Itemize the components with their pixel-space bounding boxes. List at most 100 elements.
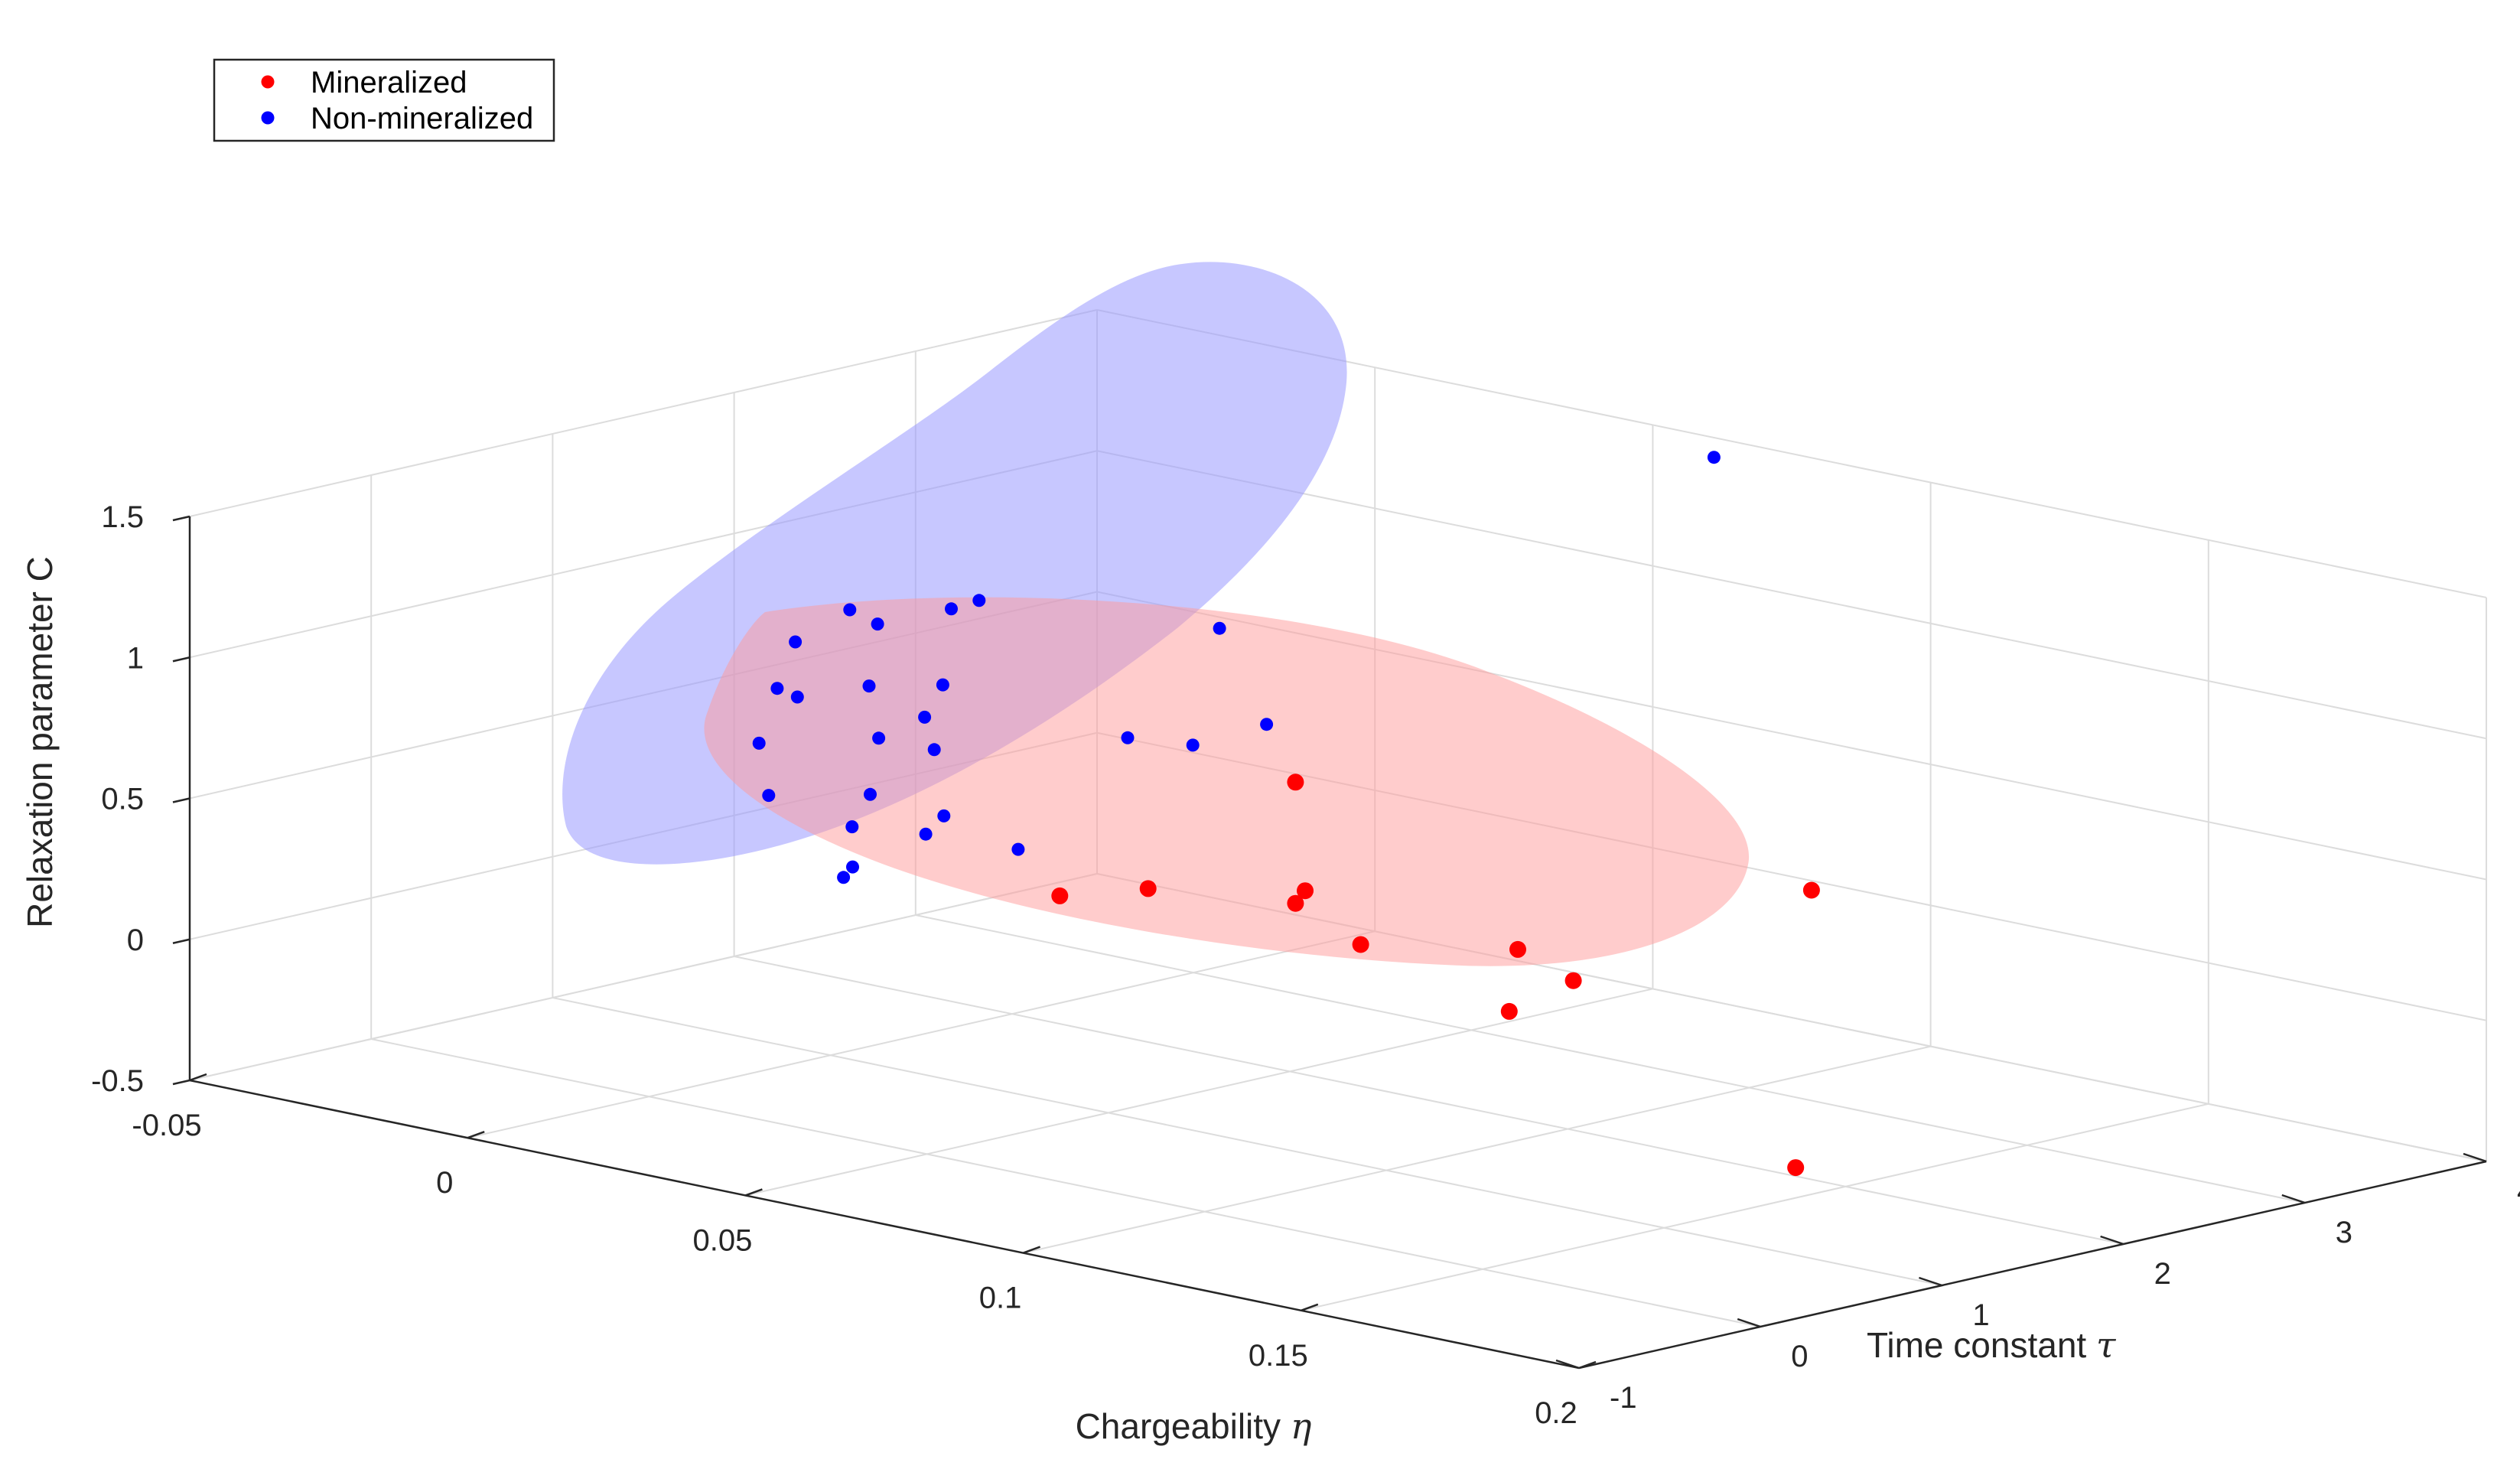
- axes: [172, 515, 2487, 1370]
- grid-line-wall-yz-horizontal: [189, 309, 1098, 517]
- legend: Mineralized Non-mineralized: [213, 58, 555, 142]
- grid-line-floor-x: [745, 988, 1653, 1197]
- grid-line-floor-y: [915, 914, 2306, 1204]
- z-tick-mark: [172, 938, 190, 944]
- legend-marker-non-mineralized: [261, 111, 275, 125]
- point-non-mineralized: [752, 736, 766, 750]
- z-tick-label: 1: [127, 641, 144, 675]
- y-axis-label-symbol: τ: [2096, 1324, 2117, 1366]
- point-non-mineralized: [945, 602, 958, 616]
- point-non-mineralized: [927, 743, 941, 757]
- point-mineralized: [1500, 1002, 1518, 1020]
- point-non-mineralized: [837, 871, 851, 884]
- grid-line-wall-yz-horizontal: [189, 873, 1098, 1081]
- x-tick-label: 0: [436, 1166, 453, 1200]
- point-non-mineralized: [790, 690, 804, 704]
- ellipsoid-mineralized: [704, 597, 1750, 966]
- confidence-ellipsoids: [562, 262, 1750, 966]
- y-tick-label: -1: [1610, 1381, 1637, 1415]
- legend-label-non-mineralized: Non-mineralized: [311, 102, 533, 135]
- y-tick-mark: [2100, 1235, 2124, 1246]
- point-non-mineralized: [872, 731, 886, 745]
- y-tick-mark: [1737, 1318, 1761, 1328]
- point-non-mineralized: [1186, 738, 1200, 752]
- point-mineralized: [1509, 940, 1526, 958]
- point-mineralized: [1287, 894, 1304, 912]
- x-axis-label-symbol: η: [1291, 1405, 1312, 1447]
- y-axis-line: [1578, 1160, 2487, 1370]
- tick-labels: -0.5 0 0.5 1 1.5 -0.05 0 0.05 0.1 0.15 0.2 -1 0 1 2 3 4: [91, 500, 2520, 1430]
- y-tick-mark: [1919, 1276, 1942, 1287]
- data-points: [752, 451, 1820, 1177]
- y-axis-label: Time constant τ: [1867, 1324, 2117, 1366]
- point-non-mineralized: [1121, 731, 1135, 744]
- grid-line-floor-x: [1023, 1045, 1931, 1254]
- z-tick-mark: [172, 1079, 190, 1086]
- x-tick-label: 0.2: [1535, 1396, 1577, 1430]
- y-tick-mark: [1555, 1359, 1580, 1370]
- point-non-mineralized: [843, 603, 857, 617]
- x-axis-label: Chargeability η: [1076, 1405, 1312, 1447]
- point-non-mineralized: [862, 679, 876, 693]
- x-axis-label-text: Chargeability: [1076, 1406, 1281, 1446]
- point-non-mineralized: [972, 594, 986, 607]
- point-non-mineralized: [871, 617, 884, 631]
- y-axis-label-text: Time constant: [1867, 1325, 2086, 1365]
- z-tick-label: 0.5: [101, 783, 144, 816]
- point-non-mineralized: [1260, 718, 1274, 731]
- grid-line-wall-xz-horizontal: [1096, 450, 2487, 740]
- z-tick-label: 1.5: [101, 500, 144, 534]
- y-tick-mark: [2463, 1152, 2487, 1163]
- z-tick-label: -0.5: [91, 1064, 144, 1098]
- point-mineralized: [1802, 881, 1820, 899]
- y-tick-label: 1: [1972, 1298, 1989, 1332]
- point-non-mineralized: [936, 678, 949, 692]
- point-non-mineralized: [762, 789, 776, 803]
- y-tick-label: 2: [2154, 1257, 2171, 1291]
- grid-line-floor-y: [734, 956, 2124, 1245]
- y-tick-mark: [2281, 1194, 2306, 1204]
- grid-line-floor-x: [1301, 1103, 2209, 1311]
- x-tick-mark: [1023, 1246, 1041, 1254]
- point-non-mineralized: [845, 820, 859, 834]
- y-tick-label: 0: [1791, 1340, 1808, 1373]
- x-tick-mark: [467, 1131, 485, 1139]
- point-non-mineralized: [918, 710, 932, 724]
- point-non-mineralized: [789, 635, 803, 649]
- point-non-mineralized: [864, 787, 877, 801]
- x-tick-mark: [1301, 1303, 1319, 1311]
- x-tick-label: 0.15: [1249, 1339, 1308, 1373]
- x-tick-label: 0.1: [979, 1282, 1022, 1315]
- point-non-mineralized: [919, 827, 933, 841]
- y-tick-label: 4: [2517, 1174, 2520, 1208]
- point-non-mineralized: [1707, 451, 1721, 464]
- point-non-mineralized: [937, 809, 951, 822]
- z-tick-label: 0: [127, 923, 144, 957]
- y-tick-label: 3: [2336, 1216, 2352, 1249]
- x-tick-mark: [1578, 1360, 1597, 1370]
- point-mineralized: [1139, 880, 1157, 897]
- point-mineralized: [1051, 887, 1069, 904]
- grid-line-floor-y: [552, 997, 1942, 1286]
- z-tick-mark: [172, 797, 190, 803]
- x-tick-label: 0.05: [692, 1223, 752, 1257]
- point-non-mineralized: [1213, 621, 1226, 635]
- grid-line-floor-x: [467, 930, 1376, 1139]
- point-mineralized: [1564, 972, 1582, 989]
- z-tick-mark: [172, 656, 190, 663]
- x-axis-line: [189, 1079, 1580, 1370]
- point-mineralized: [1787, 1159, 1805, 1177]
- legend-marker-mineralized: [261, 75, 275, 89]
- point-mineralized: [1352, 936, 1369, 953]
- z-axis-label: Relaxation parameter C: [20, 556, 60, 928]
- x-tick-mark: [189, 1073, 207, 1082]
- grid-line-floor-y: [370, 1038, 1761, 1327]
- point-mineralized: [1297, 882, 1314, 900]
- legend-box: [213, 58, 555, 142]
- point-non-mineralized: [1011, 842, 1025, 856]
- z-tick-mark: [172, 515, 190, 522]
- point-non-mineralized: [770, 682, 784, 695]
- point-non-mineralized: [846, 860, 859, 874]
- x-tick-mark: [744, 1188, 763, 1197]
